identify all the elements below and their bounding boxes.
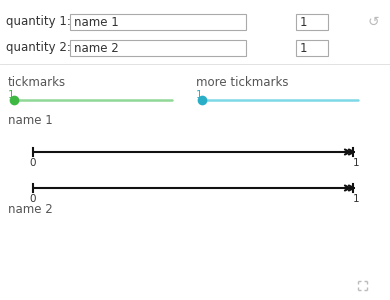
Text: tickmarks: tickmarks [8,76,66,89]
Text: more tickmarks: more tickmarks [196,76,289,89]
Text: 1: 1 [300,41,307,55]
Text: name 1: name 1 [74,16,119,28]
Text: 1: 1 [196,90,203,100]
Text: quantity 2:: quantity 2: [6,41,71,55]
Text: quantity 1:: quantity 1: [6,16,71,28]
Text: name 2: name 2 [8,203,53,216]
FancyBboxPatch shape [70,14,246,30]
Text: 1: 1 [353,158,359,168]
FancyBboxPatch shape [296,40,328,56]
Text: 0: 0 [30,158,36,168]
FancyBboxPatch shape [70,40,246,56]
Text: ↺: ↺ [367,15,379,29]
Text: 1: 1 [8,90,15,100]
FancyBboxPatch shape [296,14,328,30]
Text: name 2: name 2 [74,41,119,55]
Text: 0: 0 [30,194,36,204]
Text: 1: 1 [353,194,359,204]
Text: 1: 1 [300,16,307,28]
Text: name 1: name 1 [8,114,53,127]
